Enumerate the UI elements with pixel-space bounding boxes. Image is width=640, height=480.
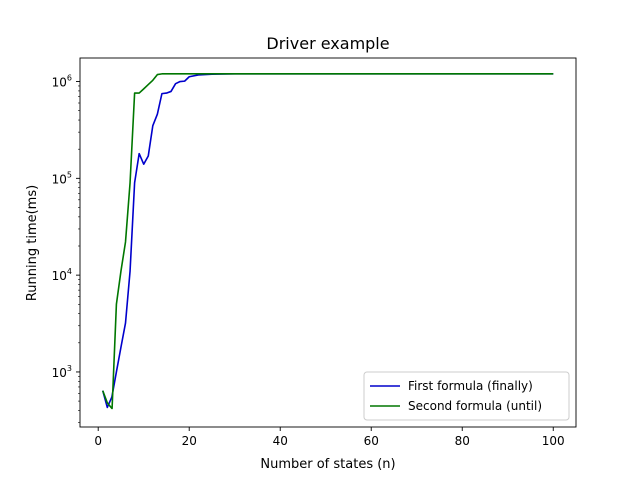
- axes-frame: [79, 57, 577, 428]
- x-tick-label: 0: [94, 434, 102, 448]
- legend-label-2: Second formula (until): [408, 399, 542, 413]
- x-tick-label: 60: [364, 434, 379, 448]
- series-line-2: [102, 73, 554, 410]
- x-tick-label: 20: [182, 434, 197, 448]
- plot-area: [101, 73, 554, 410]
- legend-box: [363, 371, 570, 421]
- y-axis-label: Running time(ms): [25, 185, 40, 301]
- legend: First formula (finally) Second formula (u…: [363, 371, 570, 421]
- x-axis-label: Number of states (n): [260, 457, 395, 472]
- x-tick-label: 80: [455, 434, 470, 448]
- chart-title: Driver example: [266, 34, 389, 53]
- legend-label-1: First formula (finally): [408, 379, 533, 393]
- x-tick-label: 100: [542, 434, 565, 448]
- x-tick-label: 40: [273, 434, 288, 448]
